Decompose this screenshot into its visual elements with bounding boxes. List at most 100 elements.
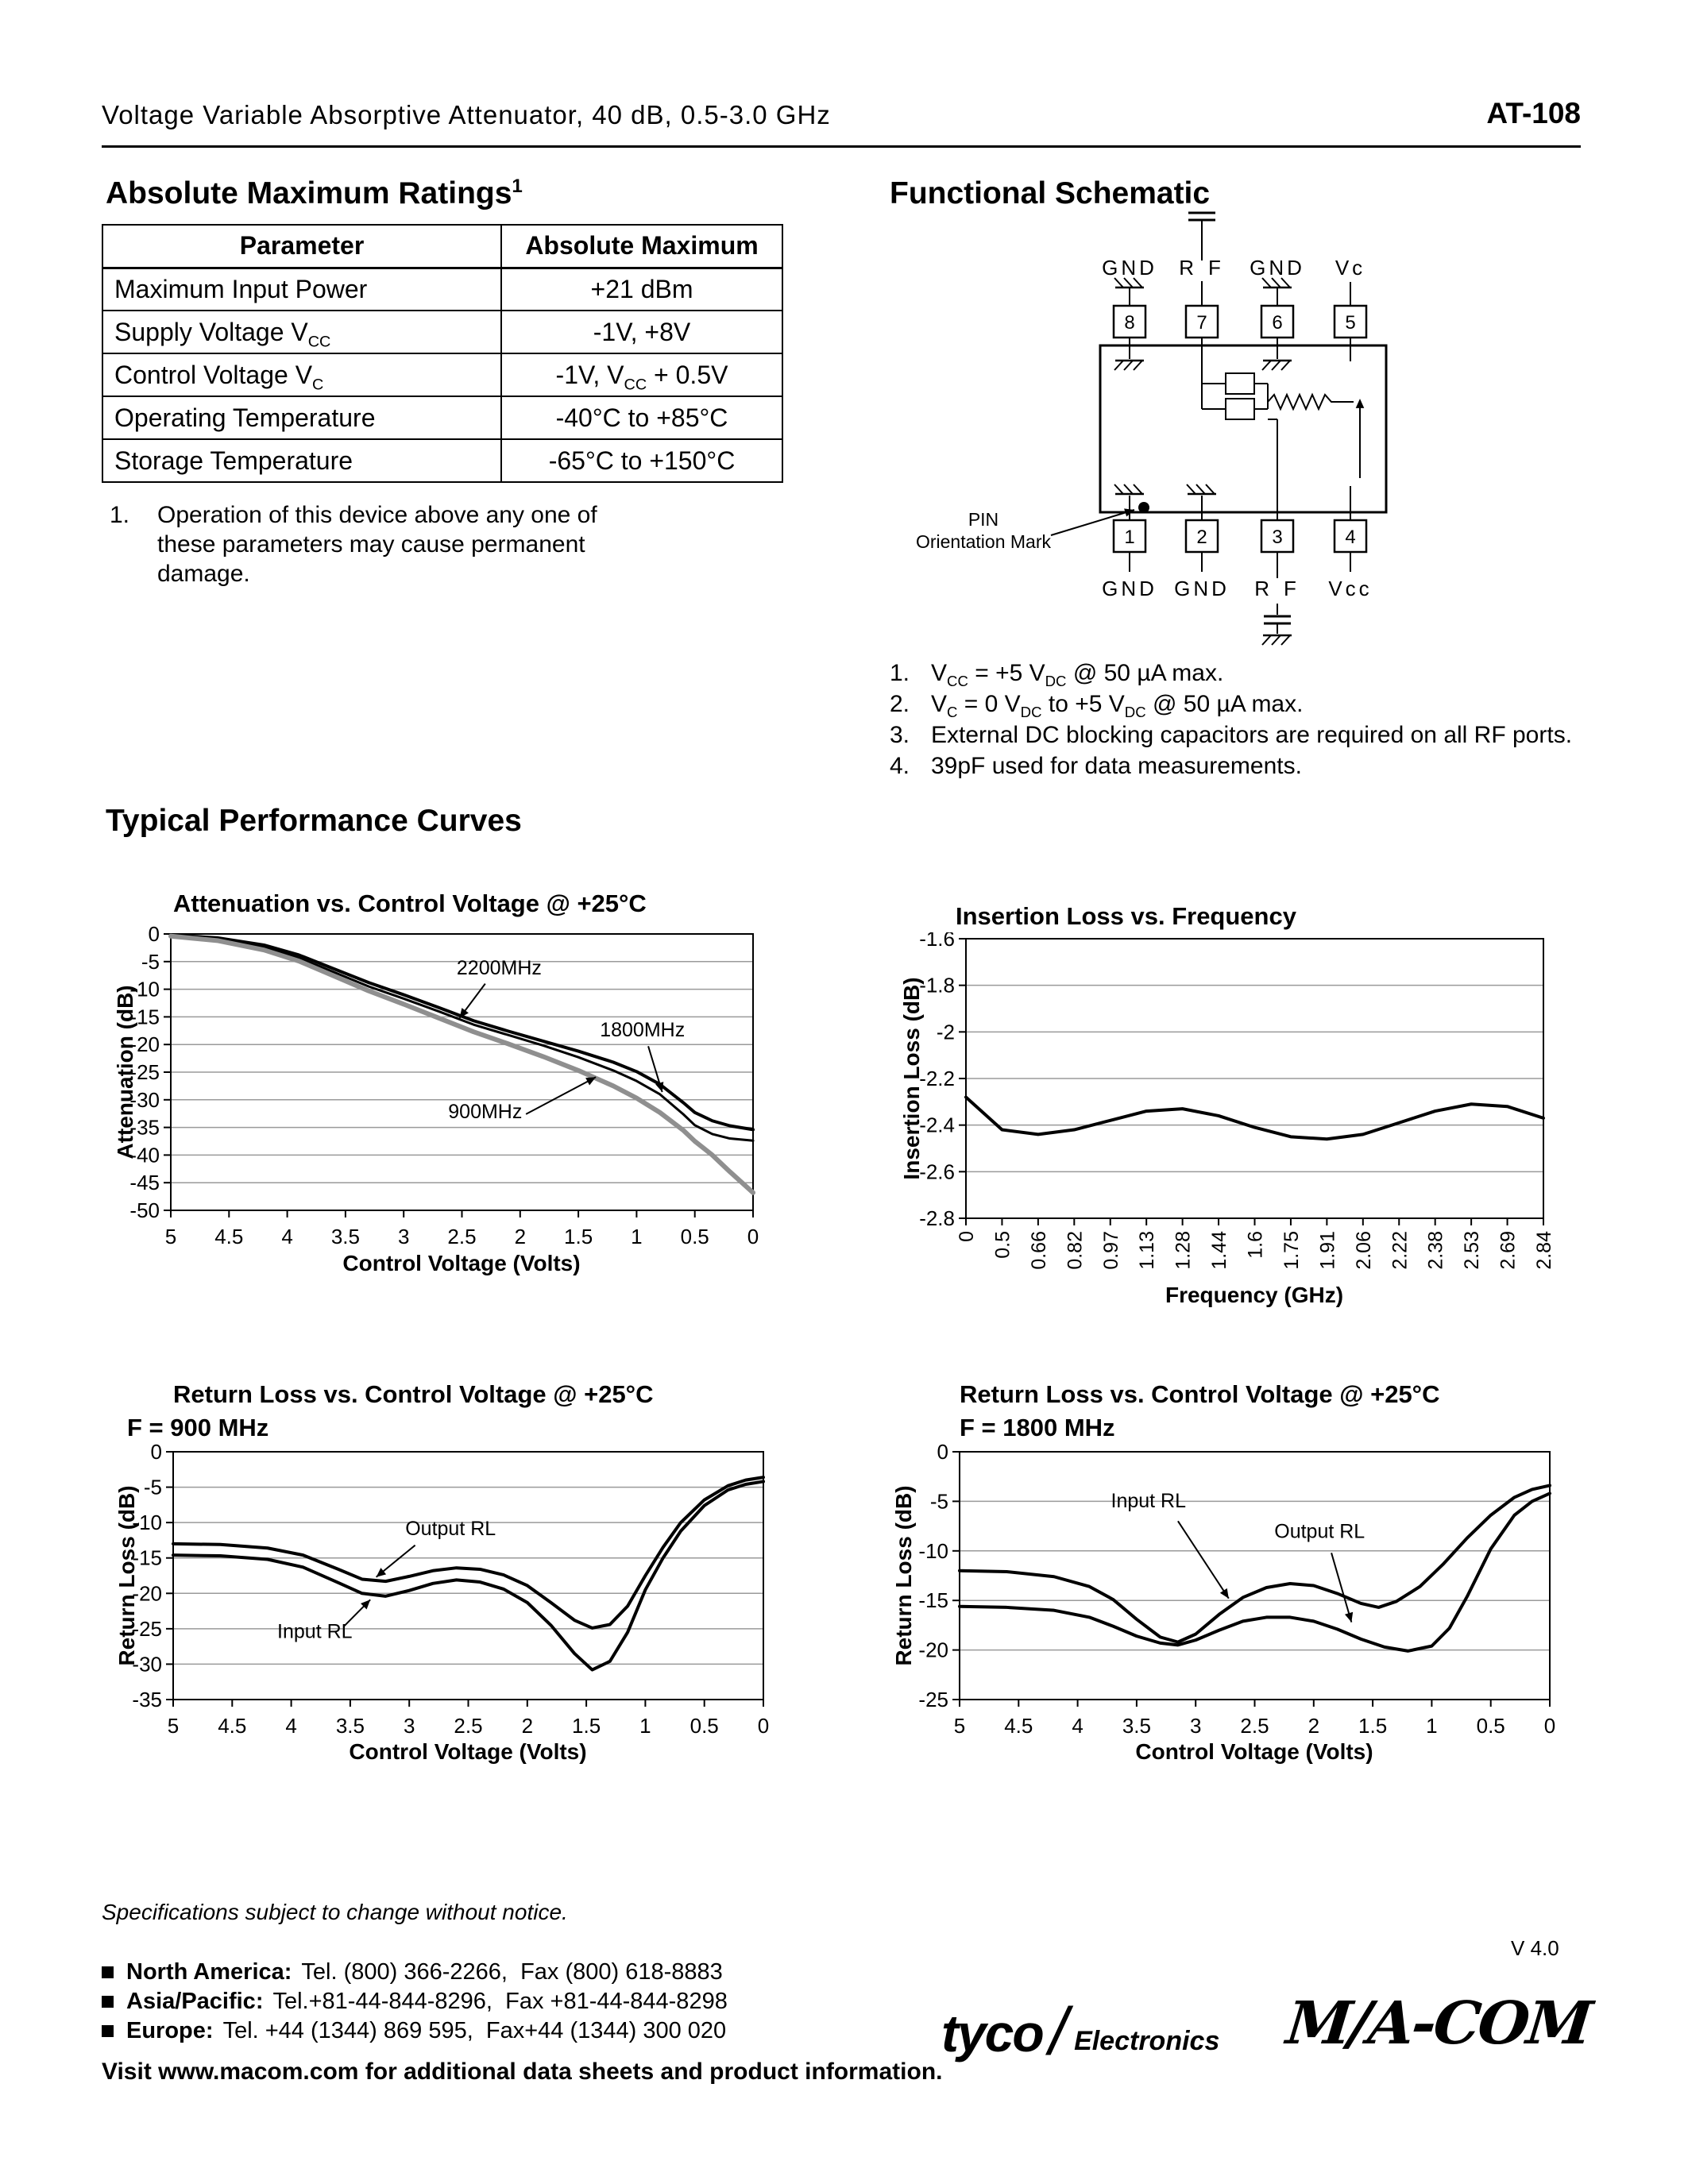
arrowhead <box>1124 508 1134 517</box>
series-900mhz <box>168 933 755 1195</box>
x-tick-label: 2.22 <box>1389 1231 1411 1270</box>
y-tick-label: -2 <box>937 1020 955 1044</box>
annotation-label: Output RL <box>1274 1521 1365 1543</box>
x-tick-label: 3.5 <box>1122 1714 1151 1738</box>
x-tick-label: 2.84 <box>1533 1231 1551 1270</box>
attenuation-chart: 0 -5 -10 -15 -20 -25 -30 -35 -40 -45 -50 5 4.5 4 3.5 3 2… <box>127 922 763 1252</box>
x-tick-label: 5 <box>168 1714 179 1738</box>
note-item: 4. 39pF used for data measurements. <box>890 751 1589 781</box>
return-loss-1800-chart-svg: 0 -5 -10 -15 -20 -25 5 4.5 4 3.5 3 2.5 2 1.5 1 0.5 0 Inpu… <box>918 1440 1555 1738</box>
y-tick-label: -10 <box>129 978 160 1001</box>
header-rule <box>102 145 1581 148</box>
series-insertion-loss <box>964 1095 1545 1141</box>
note-text: External DC blocking capacitors are requ… <box>931 722 1573 748</box>
table-footnote: 1. Operation of this device above any on… <box>110 500 618 588</box>
y-tick-label: -50 <box>129 1198 160 1222</box>
x-tick-label: 1.6 <box>1245 1231 1267 1259</box>
x-tick-label: 3.5 <box>331 1225 360 1248</box>
y-tick-label: 0 <box>149 926 160 946</box>
change-notice: Specifications subject to change without… <box>102 1900 568 1924</box>
contact-info: Tel. +44 (1344) 869 595, Fax+44 (1344) 3… <box>222 2018 727 2043</box>
attenuation-chart-block: Attenuation vs. Control Voltage @ +25°C … <box>102 880 773 1293</box>
y-tick-label: -20 <box>129 1032 160 1056</box>
x-tick-label: 2 <box>522 1714 533 1738</box>
y-tick-label: -2.6 <box>919 1160 955 1183</box>
x-tick-label: 2.06 <box>1353 1231 1375 1270</box>
insertion-loss-chart-block: Insertion Loss vs. Frequency Insertion L… <box>888 880 1559 1325</box>
y-tick-label: -2.2 <box>919 1067 955 1090</box>
value-cell: +21 dBm <box>500 267 783 311</box>
x-tick-label: 1 <box>631 1225 642 1248</box>
pin-number: 3 <box>1272 527 1282 548</box>
y-tick-label: -15 <box>132 1546 162 1570</box>
x-tick-label: 0 <box>747 1225 759 1248</box>
x-tick-label: 5 <box>165 1225 176 1248</box>
table-row: Storage Temperature -65°C to +150°C <box>102 438 783 483</box>
x-tick-label: 0.82 <box>1064 1231 1086 1270</box>
abs-max-heading: Absolute Maximum Ratings1 <box>106 176 523 210</box>
series-input-rl <box>172 1480 765 1672</box>
x-tick-label: 2.53 <box>1461 1231 1483 1270</box>
table-header-row: Parameter Absolute Maximum <box>102 224 783 269</box>
macom-logo: M/A-COM <box>1283 1989 1593 2058</box>
table-row: Maximum Input Power +21 dBm <box>102 267 783 311</box>
tyco-logo: tyco / Electronics <box>941 1993 1219 2065</box>
x-tick-label: 3 <box>404 1714 415 1738</box>
x-tick-label: 0 <box>1544 1714 1555 1738</box>
y-tick-label: -2.8 <box>919 1206 955 1230</box>
y-tick-label: -10 <box>132 1511 162 1534</box>
bullet-square-icon <box>102 1996 114 2008</box>
y-tick-label: -20 <box>132 1581 162 1605</box>
param-cell: Supply Voltage VCC <box>102 310 502 354</box>
pin-number: 8 <box>1124 312 1134 334</box>
table-row: Operating Temperature -40°C to +85°C <box>102 396 783 440</box>
contact-region: Europe: <box>126 2018 214 2043</box>
arrowhead <box>1355 399 1365 408</box>
x-tick-label: 0 <box>956 1231 978 1242</box>
pin-label: Vc <box>1335 256 1365 280</box>
bullet-square-icon <box>102 1966 114 1978</box>
return-loss-1800-chart: 0 -5 -10 -15 -20 -25 5 4.5 4 3.5 3 2.5 2 1.5 1 0.5 0 Inpu… <box>916 1440 1559 1739</box>
annotation-label: 900MHz <box>448 1101 522 1123</box>
x-tick-label: 1 <box>639 1714 651 1738</box>
contact-region: North America: <box>126 1959 292 1985</box>
x-tick-label: 3 <box>398 1225 409 1248</box>
x-tick-label: 2.5 <box>447 1225 476 1248</box>
series-output-rl <box>958 1491 1551 1653</box>
y-axis-label: Return Loss (dB) <box>891 1485 916 1666</box>
pin-orientation-label: Orientation Mark <box>916 531 1052 552</box>
schematic-notes: 1. VCC = +5 VDC @ 50 µA max. 2. VC = 0 V… <box>890 658 1589 781</box>
contact-line: North America: Tel. (800) 366-2266, Fax … <box>102 1958 728 1987</box>
pin-number: 4 <box>1345 527 1355 548</box>
footnote-number: 1. <box>110 502 130 528</box>
x-tick-label: 4 <box>285 1714 296 1738</box>
arrowhead <box>1219 1588 1229 1599</box>
annotation-label: Input RL <box>277 1620 353 1642</box>
pin-label: GND <box>1174 577 1230 600</box>
x-tick-label: 4.5 <box>1004 1714 1033 1738</box>
x-tick-label: 2 <box>1308 1714 1319 1738</box>
x-tick-label: 1.44 <box>1208 1231 1230 1270</box>
pin-label: GND <box>1250 256 1305 280</box>
y-tick-label: -25 <box>132 1617 162 1641</box>
version-label: V 4.0 <box>1511 1936 1559 1960</box>
note-number: 3. <box>890 722 910 748</box>
contact-line: Europe: Tel. +44 (1344) 869 595, Fax+44 … <box>102 2016 728 2046</box>
note-item: 3. External DC blocking capacitors are r… <box>890 720 1589 751</box>
y-tick-label: -15 <box>129 1005 160 1028</box>
note-text: VC = 0 VDC to +5 VDC @ 50 µA max. <box>931 691 1304 720</box>
param-cell: Maximum Input Power <box>102 267 502 311</box>
arrowhead <box>1344 1611 1354 1623</box>
part-number: AT-108 <box>1486 97 1581 129</box>
arrowhead <box>361 1599 371 1610</box>
y-tick-label: -30 <box>132 1652 162 1676</box>
pin-label: R <box>1254 577 1271 600</box>
arrowhead <box>585 1077 597 1086</box>
series-output-rl <box>172 1476 765 1630</box>
x-tick-label: 1.5 <box>572 1714 601 1738</box>
chart-subtitle: F = 1800 MHz <box>960 1414 1115 1441</box>
col-header-absolute-maximum: Absolute Maximum <box>500 224 783 269</box>
x-tick-label: 1 <box>1426 1714 1437 1738</box>
